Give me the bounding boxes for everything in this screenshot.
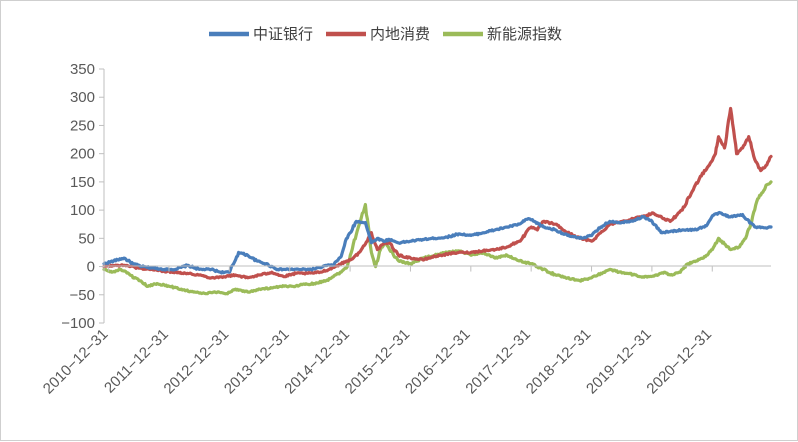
y-tick-label: 250 [70,117,95,134]
x-tick-label: 2010−12−31 [40,326,112,398]
y-tick-label: 50 [78,230,95,247]
y-tick-label: −100 [61,315,95,332]
y-tick-label: 100 [70,202,95,219]
legend-label-0: 中证银行 [253,25,313,43]
legend-label-1: 内地消费 [370,25,430,43]
x-tick-label: 2020−12−31 [643,326,715,398]
series-line-0 [102,210,773,275]
y-tick-label: −50 [70,287,95,304]
legend-label-2: 新能源指数 [487,25,562,43]
y-tick-label: 0 [87,259,95,276]
series-line-1 [102,106,773,280]
y-tick-label: 150 [70,174,95,191]
series-layer [102,106,773,296]
y-tick-label: 300 [70,89,95,106]
y-tick-label: 350 [70,61,95,78]
y-axis-ticks: −100 −50 0 50 100 150 200 250 300 350 [61,61,104,332]
y-tick-label: 200 [70,146,95,163]
legend: 中证银行 内地消费 新能源指数 [209,25,562,43]
x-axis-ticks: 2010−12−312011−12−312012−12−312013−12−31… [40,266,715,398]
